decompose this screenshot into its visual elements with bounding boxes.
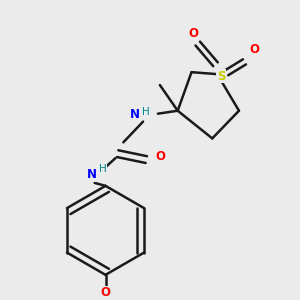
Text: N: N <box>87 169 97 182</box>
Text: H: H <box>142 107 150 117</box>
Text: O: O <box>250 43 260 56</box>
Text: O: O <box>156 150 166 163</box>
Text: O: O <box>100 286 110 299</box>
Text: H: H <box>99 164 106 174</box>
Text: N: N <box>130 108 140 121</box>
Text: S: S <box>217 70 225 83</box>
Text: O: O <box>188 27 199 40</box>
